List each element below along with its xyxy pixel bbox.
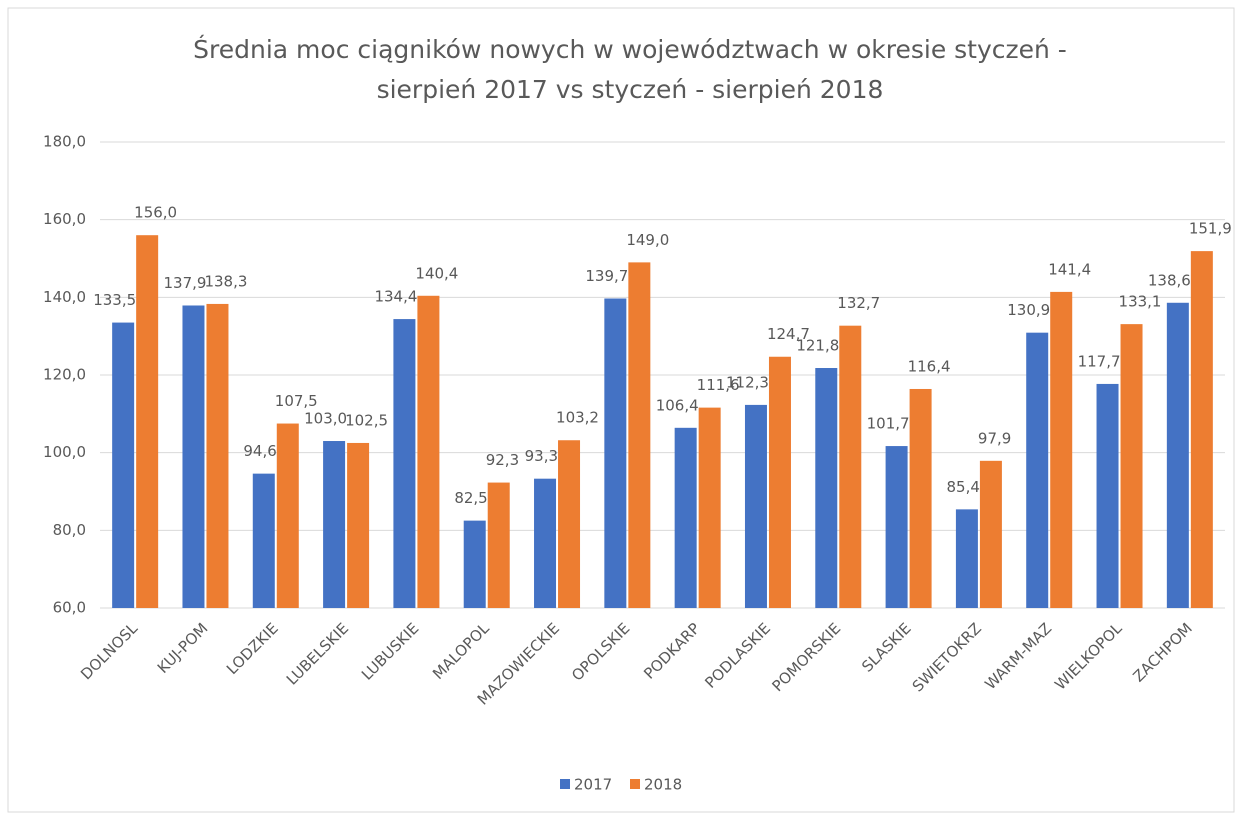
x-tick-label: LODZKIE: [223, 619, 282, 678]
data-label: 140,4: [415, 264, 458, 282]
legend-swatch: [560, 779, 570, 789]
data-label: 130,9: [1007, 301, 1050, 319]
y-tick-label: 120,0: [43, 366, 86, 384]
bar: [112, 322, 135, 608]
data-label: 149,0: [626, 231, 669, 249]
bar: [1026, 332, 1049, 608]
data-label: 111,6: [697, 376, 740, 394]
data-label: 141,4: [1048, 260, 1091, 278]
bar: [136, 235, 159, 608]
bar: [1190, 251, 1213, 608]
bar: [417, 295, 440, 608]
data-label: 133,1: [1119, 293, 1162, 311]
bar: [558, 440, 581, 608]
x-tick-label: MALOPOL: [429, 619, 493, 683]
data-label: 106,4: [656, 396, 699, 414]
bar: [909, 388, 932, 608]
legend-label: 2018: [644, 776, 682, 794]
bar: [276, 423, 299, 608]
data-label: 116,4: [908, 357, 951, 375]
data-label: 151,9: [1189, 220, 1232, 238]
bar: [955, 509, 978, 608]
data-label: 124,7: [767, 325, 810, 343]
x-tick-label: SLASKIE: [858, 619, 914, 675]
bar: [768, 356, 791, 608]
data-label: 133,5: [93, 291, 136, 309]
legend-swatch: [630, 779, 640, 789]
bar: [839, 325, 862, 608]
x-tick-label: PODLASKIE: [701, 619, 774, 692]
bar: [206, 303, 229, 608]
bar: [1050, 291, 1073, 608]
data-label: 138,3: [204, 272, 247, 290]
data-label: 92,3: [486, 451, 519, 469]
y-tick-label: 60,0: [53, 599, 86, 617]
data-label: 82,5: [454, 489, 487, 507]
bar: [463, 520, 486, 608]
chart-border: [7, 7, 1235, 813]
data-label: 94,6: [243, 442, 276, 460]
bar: [744, 404, 767, 608]
bar: [1120, 324, 1143, 608]
data-label: 138,6: [1148, 271, 1191, 289]
data-label: 85,4: [947, 478, 980, 496]
data-label: 156,0: [134, 204, 177, 222]
y-tick-label: 160,0: [43, 210, 86, 228]
data-label: 107,5: [275, 392, 318, 410]
x-tick-label: DOLNOSL: [77, 619, 142, 684]
data-label: 112,3: [726, 373, 769, 391]
data-label: 117,7: [1078, 352, 1121, 370]
x-tick-label: KUJ-POM: [154, 619, 212, 677]
bar: [628, 262, 651, 608]
bar: [698, 407, 721, 608]
data-label: 102,5: [345, 411, 388, 429]
chart-title: Średnia moc ciągników nowych w województ…: [193, 35, 1067, 104]
data-label: 103,0: [304, 410, 347, 428]
x-tick-label: ZACHPOM: [1130, 619, 1196, 685]
x-tick-label: LUBUSKIE: [358, 619, 422, 683]
data-label: 103,2: [556, 409, 599, 427]
data-label: 101,7: [867, 415, 910, 433]
data-label: 137,9: [164, 274, 207, 292]
y-tick-label: 140,0: [43, 288, 86, 306]
bar: [815, 368, 838, 608]
bar: [604, 298, 627, 608]
bar: [674, 427, 697, 608]
data-label: 121,8: [796, 337, 839, 355]
bar: [182, 305, 205, 608]
bar: [347, 442, 370, 608]
legend-label: 2017: [574, 776, 612, 794]
x-tick-label: LUBELSKIE: [283, 619, 352, 688]
bar: [487, 482, 510, 608]
x-tick-label: WIELKOPOL: [1051, 619, 1126, 694]
bar: [534, 478, 557, 608]
y-tick-label: 100,0: [43, 443, 86, 461]
x-tick-label: SWIETOKRZ: [909, 619, 985, 695]
data-label: 139,7: [585, 267, 628, 285]
y-tick-label: 180,0: [43, 133, 86, 151]
x-tick-label: POMORSKIE: [768, 619, 844, 695]
x-tick-label: WARM-MAZ: [981, 619, 1055, 693]
bar: [979, 460, 1002, 608]
x-tick-label: PODKARP: [640, 619, 703, 682]
x-tick-label: OPOLSKIE: [568, 619, 633, 684]
data-label: 93,3: [525, 447, 558, 465]
bar: [1166, 302, 1189, 608]
bar: [885, 446, 908, 608]
data-label: 132,7: [837, 294, 880, 312]
data-label: 97,9: [978, 429, 1011, 447]
bar: [323, 441, 346, 608]
data-label: 134,4: [374, 288, 417, 306]
bar: [1096, 383, 1119, 608]
bar: [393, 319, 416, 608]
y-tick-label: 80,0: [53, 521, 86, 539]
bar: [252, 473, 275, 608]
